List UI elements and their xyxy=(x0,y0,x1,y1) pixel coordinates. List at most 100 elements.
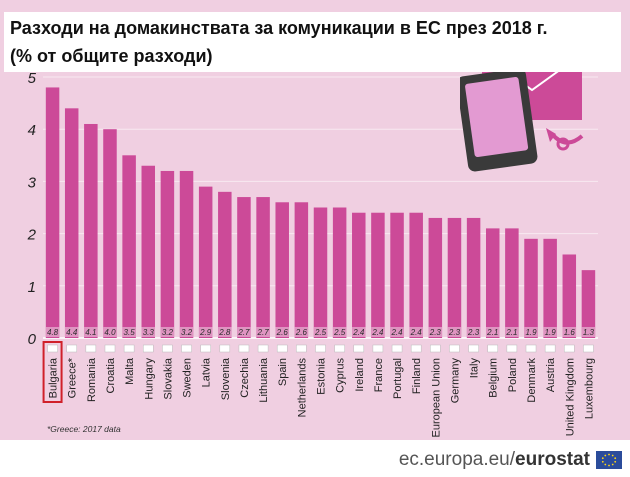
y-tick-label: 4 xyxy=(28,122,36,139)
bar xyxy=(122,155,136,338)
country-flag-icon xyxy=(123,344,135,353)
country-flag-icon xyxy=(162,344,173,353)
chart-subtitle: (% от общите разходи) xyxy=(10,46,213,66)
bar-value-label: 2.5 xyxy=(314,328,327,337)
x-tick-label: Latvia xyxy=(201,357,213,387)
bar-value-label: 4.0 xyxy=(104,328,116,337)
bar-value-label: 2.1 xyxy=(486,328,498,337)
bar-value-label: 3.2 xyxy=(162,328,174,337)
bar xyxy=(256,197,270,338)
bar-value-label: 4.4 xyxy=(66,328,78,337)
bar-value-label: 2.3 xyxy=(467,328,480,337)
bar-value-label: 4.1 xyxy=(85,328,96,337)
bar-value-box xyxy=(581,327,596,337)
x-tick-label: Poland xyxy=(507,358,519,392)
bar xyxy=(45,87,60,338)
x-tick-label: Finland xyxy=(411,358,423,394)
source-url: ec.europa.eu/ xyxy=(398,449,516,470)
x-tick-label: Greece* xyxy=(67,357,79,398)
bar-value-label: 2.7 xyxy=(257,328,270,337)
bar-value-box xyxy=(390,327,404,337)
bar xyxy=(64,108,79,338)
country-flag-icon xyxy=(315,344,326,353)
smartphone-icon xyxy=(460,68,538,172)
source-brand: eurostat xyxy=(515,449,590,470)
bar-value-label: 2.3 xyxy=(429,328,442,337)
footer: ec.europa.eu/eurostat xyxy=(0,440,630,477)
x-tick-label: Sweden xyxy=(182,358,194,398)
bar-value-box xyxy=(237,327,251,337)
bar-value-label: 2.4 xyxy=(410,328,423,337)
bar-value-box xyxy=(103,327,117,337)
x-tick-label: United Kingdom xyxy=(564,358,576,436)
country-flag-icon xyxy=(85,344,97,353)
x-tick-label: Spain xyxy=(277,358,289,386)
bar xyxy=(218,191,232,338)
y-tick-label: 3 xyxy=(28,174,37,191)
country-flag-icon xyxy=(544,344,556,353)
bar xyxy=(84,123,98,338)
bar-value-box xyxy=(313,327,328,337)
x-tick-label: European Union xyxy=(430,358,442,438)
x-tick-label: Slovakia xyxy=(162,357,174,399)
country-flag-icon xyxy=(296,344,307,353)
bar xyxy=(275,202,289,338)
eu-flag-icon xyxy=(596,451,622,469)
y-tick-label: 0 xyxy=(28,331,37,348)
x-tick-label: Slovenia xyxy=(220,357,232,400)
bar-value-box xyxy=(160,327,175,337)
country-flag-icon xyxy=(583,344,594,353)
bar xyxy=(160,170,175,338)
bar-value-box xyxy=(543,327,557,337)
bar-value-label: 3.5 xyxy=(124,328,136,337)
x-tick-label: Germany xyxy=(449,358,461,404)
y-tick-label: 5 xyxy=(28,70,37,87)
x-tick-label: Hungary xyxy=(143,358,155,400)
x-tick-label: Netherlands xyxy=(296,358,308,418)
bar-value-box xyxy=(198,327,213,337)
bar xyxy=(352,212,366,338)
bar-value-box xyxy=(141,327,156,337)
country-flag-icon xyxy=(506,344,518,353)
title-box: Разходи на домакинствата за комуникации … xyxy=(4,12,621,72)
country-flag-icon xyxy=(104,344,116,353)
country-flag-icon xyxy=(353,344,365,353)
bar-value-box xyxy=(371,327,385,337)
country-flag-icon xyxy=(391,344,403,353)
x-tick-label: Cyprus xyxy=(335,358,347,393)
bar xyxy=(198,186,213,338)
bar-value-box xyxy=(332,327,347,337)
bar xyxy=(294,202,309,338)
bar xyxy=(428,217,443,338)
country-flag-icon xyxy=(143,344,154,353)
bar xyxy=(390,212,404,338)
bar-value-box xyxy=(505,327,519,337)
bar-value-box xyxy=(524,327,538,337)
x-tick-label: Bulgaria xyxy=(48,357,60,398)
x-tick-label: Croatia xyxy=(105,357,117,393)
bar-value-label: 1.6 xyxy=(564,328,576,337)
bar-value-box xyxy=(45,327,60,337)
bar-value-label: 4.8 xyxy=(47,328,59,337)
bar xyxy=(371,212,385,338)
country-flag-icon xyxy=(525,344,537,353)
bar-value-box xyxy=(64,327,79,337)
bar-value-label: 3.2 xyxy=(181,328,193,337)
bar-value-box xyxy=(562,327,577,337)
x-tick-label: Romania xyxy=(86,357,98,402)
bar-value-box xyxy=(84,327,98,337)
bar-value-box xyxy=(352,327,366,337)
bar xyxy=(332,207,347,338)
bar xyxy=(409,212,423,338)
x-tick-label: Portugal xyxy=(392,358,404,399)
bar xyxy=(103,129,117,338)
bar-value-label: 3.3 xyxy=(143,328,155,337)
bar-value-label: 2.4 xyxy=(371,328,384,337)
footnote: *Greece: 2017 data xyxy=(47,424,121,434)
bar xyxy=(313,207,328,338)
x-tick-label: Belgium xyxy=(488,358,500,398)
bar-value-label: 2.6 xyxy=(295,328,308,337)
bar xyxy=(466,217,481,338)
country-flag-icon xyxy=(219,344,231,353)
